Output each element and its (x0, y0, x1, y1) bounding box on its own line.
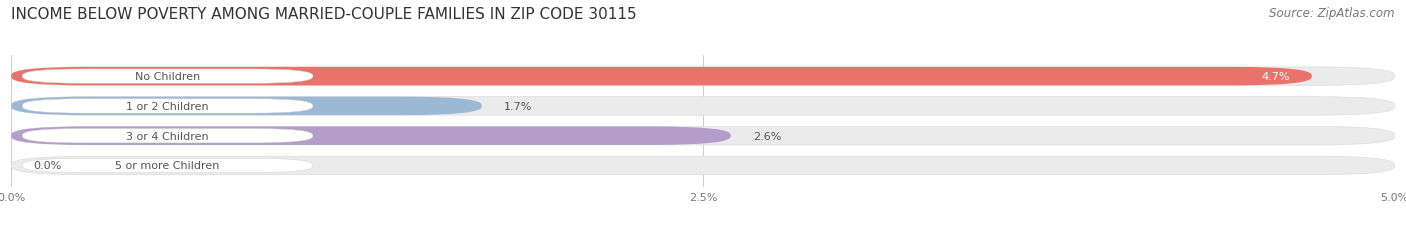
Text: 4.7%: 4.7% (1261, 72, 1289, 82)
FancyBboxPatch shape (22, 159, 314, 173)
Text: No Children: No Children (135, 72, 200, 82)
FancyBboxPatch shape (11, 127, 731, 145)
FancyBboxPatch shape (22, 70, 314, 84)
FancyBboxPatch shape (22, 99, 314, 114)
Text: 5 or more Children: 5 or more Children (115, 161, 219, 171)
Text: 1.7%: 1.7% (503, 101, 531, 111)
Text: 2.6%: 2.6% (752, 131, 782, 141)
Text: 0.0%: 0.0% (34, 161, 62, 171)
FancyBboxPatch shape (22, 129, 314, 143)
Text: 1 or 2 Children: 1 or 2 Children (127, 101, 209, 111)
FancyBboxPatch shape (11, 157, 1395, 175)
Text: 3 or 4 Children: 3 or 4 Children (127, 131, 209, 141)
FancyBboxPatch shape (11, 68, 1395, 86)
FancyBboxPatch shape (11, 68, 1312, 86)
FancyBboxPatch shape (11, 97, 482, 116)
FancyBboxPatch shape (11, 97, 1395, 116)
Text: INCOME BELOW POVERTY AMONG MARRIED-COUPLE FAMILIES IN ZIP CODE 30115: INCOME BELOW POVERTY AMONG MARRIED-COUPL… (11, 7, 637, 22)
Text: Source: ZipAtlas.com: Source: ZipAtlas.com (1270, 7, 1395, 20)
FancyBboxPatch shape (11, 127, 1395, 145)
